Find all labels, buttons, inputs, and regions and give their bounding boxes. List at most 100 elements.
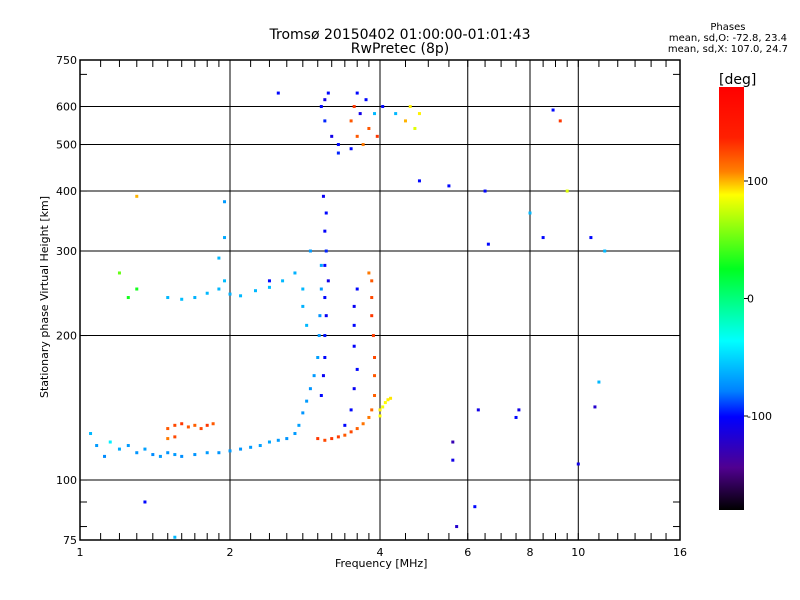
data-point [336,435,340,439]
data-point [371,334,375,338]
data-point [301,287,305,291]
data-point [378,414,382,418]
data-point [297,423,301,427]
data-point [370,296,374,300]
data-point [352,323,356,327]
data-point [276,438,280,442]
data-point [417,179,421,183]
data-point [451,458,455,462]
data-point [316,437,320,441]
data-point [361,143,365,147]
data-point [166,296,170,300]
data-point [305,323,309,327]
colorbar-tick-label: -100 [747,410,772,423]
x-tick-label: 16 [673,546,687,559]
data-point [301,304,305,308]
data-point [173,435,177,439]
data-point [473,505,477,509]
data-point [158,454,162,458]
data-point [117,271,121,275]
data-point [352,344,356,348]
data-point [166,427,170,431]
x-tick-label: 8 [527,546,534,559]
data-point [316,355,320,359]
data-point [308,249,312,253]
data-point [228,449,232,453]
data-point [355,134,359,138]
data-point [267,440,271,444]
data-point [603,249,607,253]
y-tick-label: 750 [56,54,77,67]
data-point [358,112,362,116]
data-point [318,314,322,318]
data-point [223,279,227,283]
data-point [211,422,215,426]
data-point [343,423,347,427]
data-point [180,297,184,301]
data-point [417,112,421,116]
x-axis-label: Frequency [MHz] [335,557,427,570]
data-point [281,279,285,283]
data-point [375,134,379,138]
data-point [180,454,184,458]
data-point [89,432,93,436]
colorbar-label: [deg] [719,72,756,88]
data-point [364,98,368,102]
data-point [308,387,312,391]
data-point [455,525,459,529]
data-point [293,432,297,436]
data-point [330,437,334,441]
data-point [324,314,328,318]
data-point [199,427,203,431]
data-point [319,263,323,267]
data-point [324,211,328,215]
data-point [541,236,545,240]
y-tick-label: 500 [56,139,77,152]
data-point [323,119,327,123]
y-axis-label: Stationary phase Virtual Height [km] [38,196,51,398]
data-point [173,535,177,539]
data-point [193,296,197,300]
data-point [373,112,377,116]
data-point [276,91,280,95]
data-point [205,423,209,427]
data-point [394,112,398,116]
data-point [135,451,139,455]
data-point [305,399,309,403]
data-point [386,398,390,402]
data-point [193,453,197,457]
data-point [151,453,155,457]
data-point [389,396,393,400]
data-point [514,415,518,419]
x-tick-label: 6 [464,546,471,559]
data-point [223,200,227,204]
data-point [166,451,170,455]
data-point [370,408,374,412]
data-point [565,189,569,193]
data-point [597,380,601,384]
data-point [267,279,271,283]
data-point [239,294,243,298]
data-point [319,287,323,291]
data-point [126,296,130,300]
data-point [223,236,227,240]
data-point [373,374,377,378]
data-point [349,147,353,151]
data-point [135,287,139,291]
data-point [352,105,356,109]
data-point [373,355,377,359]
data-point [593,405,597,409]
data-point [166,437,170,441]
data-point [293,271,297,275]
data-point [126,444,130,448]
stats-x: mean, sd,X: 107.0, 24.7 [667,44,788,55]
colorbar-tick-label: 100 [747,175,768,188]
data-point [323,355,327,359]
data-point [576,462,580,466]
data-point [205,451,209,455]
stats-heading: Phases [710,22,746,33]
data-point [323,98,327,102]
data-point [323,334,327,338]
data-point [383,401,387,405]
data-point [253,289,257,293]
